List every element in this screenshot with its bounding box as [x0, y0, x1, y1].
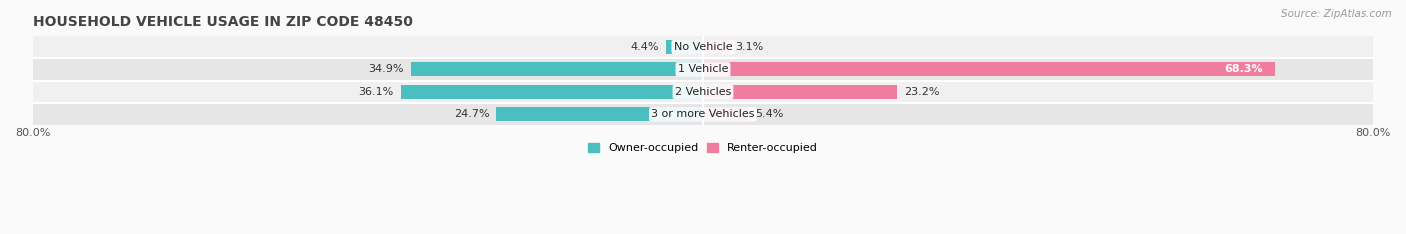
Text: 68.3%: 68.3%	[1225, 64, 1263, 74]
Text: 2 Vehicles: 2 Vehicles	[675, 87, 731, 97]
Bar	[411, 62, 703, 76]
Text: 23.2%: 23.2%	[904, 87, 939, 97]
Bar	[32, 36, 1374, 58]
Text: 3.1%: 3.1%	[735, 42, 763, 52]
Bar	[32, 80, 1374, 103]
Text: 36.1%: 36.1%	[359, 87, 394, 97]
Text: 24.7%: 24.7%	[454, 109, 489, 119]
Text: 3 or more Vehicles: 3 or more Vehicles	[651, 109, 755, 119]
Bar	[401, 85, 703, 99]
Bar	[666, 40, 703, 54]
Text: 4.4%: 4.4%	[631, 42, 659, 52]
Text: HOUSEHOLD VEHICLE USAGE IN ZIP CODE 48450: HOUSEHOLD VEHICLE USAGE IN ZIP CODE 4845…	[32, 15, 412, 29]
Text: Source: ZipAtlas.com: Source: ZipAtlas.com	[1281, 9, 1392, 19]
Bar	[32, 58, 1374, 80]
Text: 1 Vehicle: 1 Vehicle	[678, 64, 728, 74]
Text: 5.4%: 5.4%	[755, 109, 783, 119]
Text: 34.9%: 34.9%	[368, 64, 404, 74]
Legend: Owner-occupied, Renter-occupied: Owner-occupied, Renter-occupied	[583, 138, 823, 158]
Bar	[703, 107, 748, 121]
Text: No Vehicle: No Vehicle	[673, 42, 733, 52]
Bar	[703, 62, 1275, 76]
Bar	[32, 103, 1374, 125]
Bar	[703, 85, 897, 99]
Bar	[496, 107, 703, 121]
Bar	[703, 40, 728, 54]
